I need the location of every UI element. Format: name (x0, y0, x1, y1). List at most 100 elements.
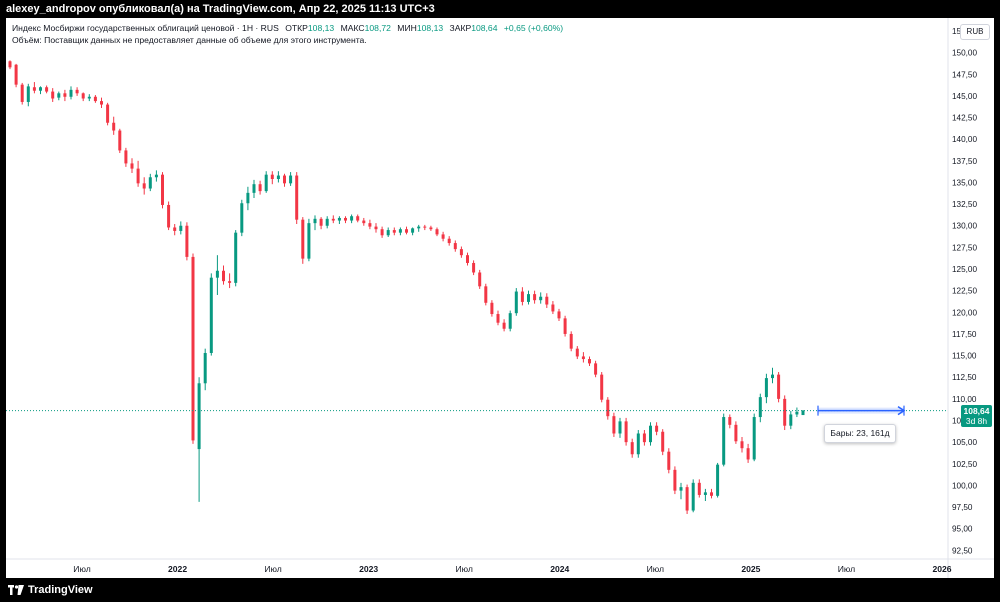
y-tick-label: 92,50 (952, 546, 973, 555)
candle-body (777, 374, 781, 399)
candle-body (112, 122, 116, 131)
candle-body (209, 277, 213, 353)
candle-body (75, 89, 79, 94)
candle-body (691, 482, 695, 511)
candle-body (441, 234, 445, 239)
candle-body (45, 87, 49, 92)
candle-body (57, 93, 61, 98)
legend-high-label: МАКС (340, 23, 365, 33)
price-chart[interactable]: 152,50150,00147,50145,00142,50140,00137,… (6, 18, 994, 578)
candle-body (203, 352, 207, 384)
candle-body (124, 150, 128, 164)
candle-body (557, 311, 561, 319)
x-tick-label: Июл (264, 564, 281, 574)
candle-body (679, 487, 683, 491)
candle-body (356, 216, 360, 221)
candle-body (429, 227, 433, 230)
candle-body (8, 61, 12, 68)
candle-body (405, 229, 408, 233)
candle-body (466, 255, 469, 263)
y-tick-label: 122,50 (952, 287, 977, 296)
candle-body (624, 421, 628, 443)
candle-body (453, 243, 457, 250)
y-tick-label: 95,00 (952, 525, 973, 534)
candle-body (362, 220, 366, 224)
candle-body (289, 175, 293, 184)
candle-body (661, 431, 665, 452)
candle-body (93, 96, 97, 102)
tradingview-logo[interactable]: TradingView (8, 584, 93, 596)
candle-body (173, 227, 177, 231)
y-tick-label: 137,50 (952, 157, 977, 166)
candle-body (600, 374, 604, 400)
candle-body (215, 270, 219, 278)
x-tick-label: 2022 (168, 564, 187, 574)
candle-body (39, 87, 42, 91)
y-tick-label: 132,50 (952, 200, 977, 209)
candle-body (752, 417, 756, 460)
candle-body (368, 223, 372, 227)
y-tick-label: 130,00 (952, 222, 977, 231)
candle-body (325, 218, 329, 226)
candle-body (728, 417, 732, 425)
candle-body (240, 203, 244, 233)
y-tick-label: 147,50 (952, 70, 977, 79)
candle-body (87, 96, 91, 99)
y-tick-label: 117,50 (952, 330, 977, 339)
candle-body (484, 286, 488, 303)
candle-body (612, 416, 616, 434)
measure-tooltip: Бары: 23, 161д (824, 424, 896, 443)
candle-body (764, 378, 768, 398)
y-tick-label: 120,00 (952, 308, 977, 317)
legend-open-value: 108,13 (307, 23, 335, 33)
candle-body (594, 363, 598, 375)
candle-body (514, 291, 518, 314)
candle-body (789, 414, 793, 426)
candle-body (551, 304, 555, 312)
candle-body (142, 183, 146, 189)
y-tick-label: 150,00 (952, 49, 977, 58)
candle-body (69, 89, 73, 97)
y-tick-label: 135,00 (952, 178, 977, 187)
candle-body (697, 482, 701, 495)
legend-close-value: 108,64 (471, 23, 498, 33)
candle-body (575, 348, 579, 357)
candle-body (520, 291, 524, 302)
candle-body (527, 294, 530, 302)
last-price-value: 108,64 (963, 406, 990, 416)
candle-body (795, 411, 799, 415)
candle-body (417, 226, 421, 229)
y-tick-label: 140,00 (952, 135, 977, 144)
candle-body (771, 374, 774, 379)
candle-body (423, 226, 427, 228)
legend-title: Индекс Мосбиржи государственных облигаци… (12, 23, 279, 33)
candle-body (337, 217, 341, 221)
y-tick-label: 145,00 (952, 92, 977, 101)
y-tick-label: 142,50 (952, 114, 977, 123)
candle-body (197, 383, 201, 450)
candle-body (783, 398, 787, 426)
x-tick-label: Июл (455, 564, 472, 574)
y-tick-label: 112,50 (952, 373, 977, 382)
legend-close-label: ЗАКР (449, 23, 472, 33)
candle-body (588, 359, 591, 364)
candle-body (63, 93, 67, 97)
candle-body (581, 356, 585, 360)
candle-body (734, 424, 738, 442)
currency-button[interactable]: RUB (960, 24, 990, 40)
candle-body (32, 87, 36, 91)
footer-bar: TradingView (0, 578, 1000, 602)
candle-body (234, 232, 238, 283)
chart-legend: Индекс Мосбиржи государственных облигаци… (12, 23, 563, 33)
candle-body (154, 174, 158, 178)
tradingview-logo-icon (8, 585, 24, 595)
volume-note: Объём: Поставщик данных не предоставляет… (12, 35, 367, 45)
chart-area[interactable]: 152,50150,00147,50145,00142,50140,00137,… (6, 18, 994, 578)
candle-body (667, 451, 671, 470)
x-tick-label: 2025 (741, 564, 760, 574)
candle-body (270, 174, 274, 180)
candle-body (191, 256, 195, 441)
candle-body (716, 464, 720, 496)
candle-body (569, 333, 573, 349)
x-tick-label: 2024 (550, 564, 569, 574)
